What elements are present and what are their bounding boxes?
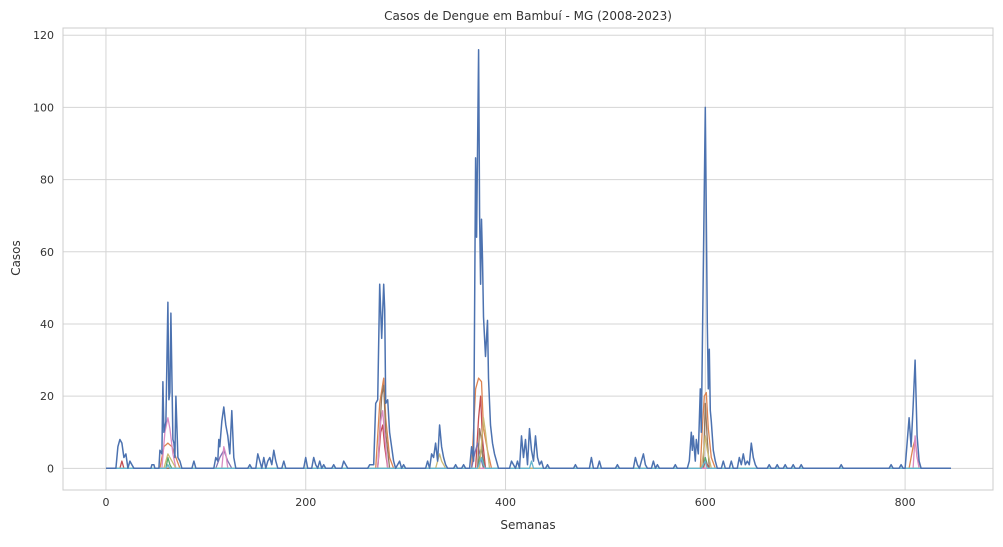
y-axis-title: Casos	[9, 240, 23, 276]
y-tick-label: 20	[40, 390, 54, 403]
x-tick-label: 200	[295, 496, 316, 509]
x-tick-label: 0	[102, 496, 109, 509]
y-tick-label: 100	[33, 101, 54, 114]
y-tick-label: 60	[40, 246, 54, 259]
y-tick-label: 0	[47, 462, 54, 475]
series-layer	[106, 48, 951, 470]
y-tick-label: 120	[33, 29, 54, 42]
series-line-b	[106, 384, 951, 469]
plot-frame	[62, 27, 994, 491]
series-line-total	[106, 48, 951, 470]
y-tick-label: 80	[40, 174, 54, 187]
y-tick-label: 40	[40, 318, 54, 331]
x-tick-label: 800	[895, 496, 916, 509]
x-tick-label: 600	[695, 496, 716, 509]
series-line-c	[106, 456, 951, 469]
tick-labels: 0 200 400 600 800 0 20 40 60 80 100 120	[33, 29, 916, 509]
x-axis-title: Semanas	[500, 518, 555, 532]
x-tick-label: 400	[495, 496, 516, 509]
chart-title: Casos de Dengue em Bambuí - MG (2008-202…	[384, 9, 672, 23]
series-line-y	[106, 417, 951, 469]
